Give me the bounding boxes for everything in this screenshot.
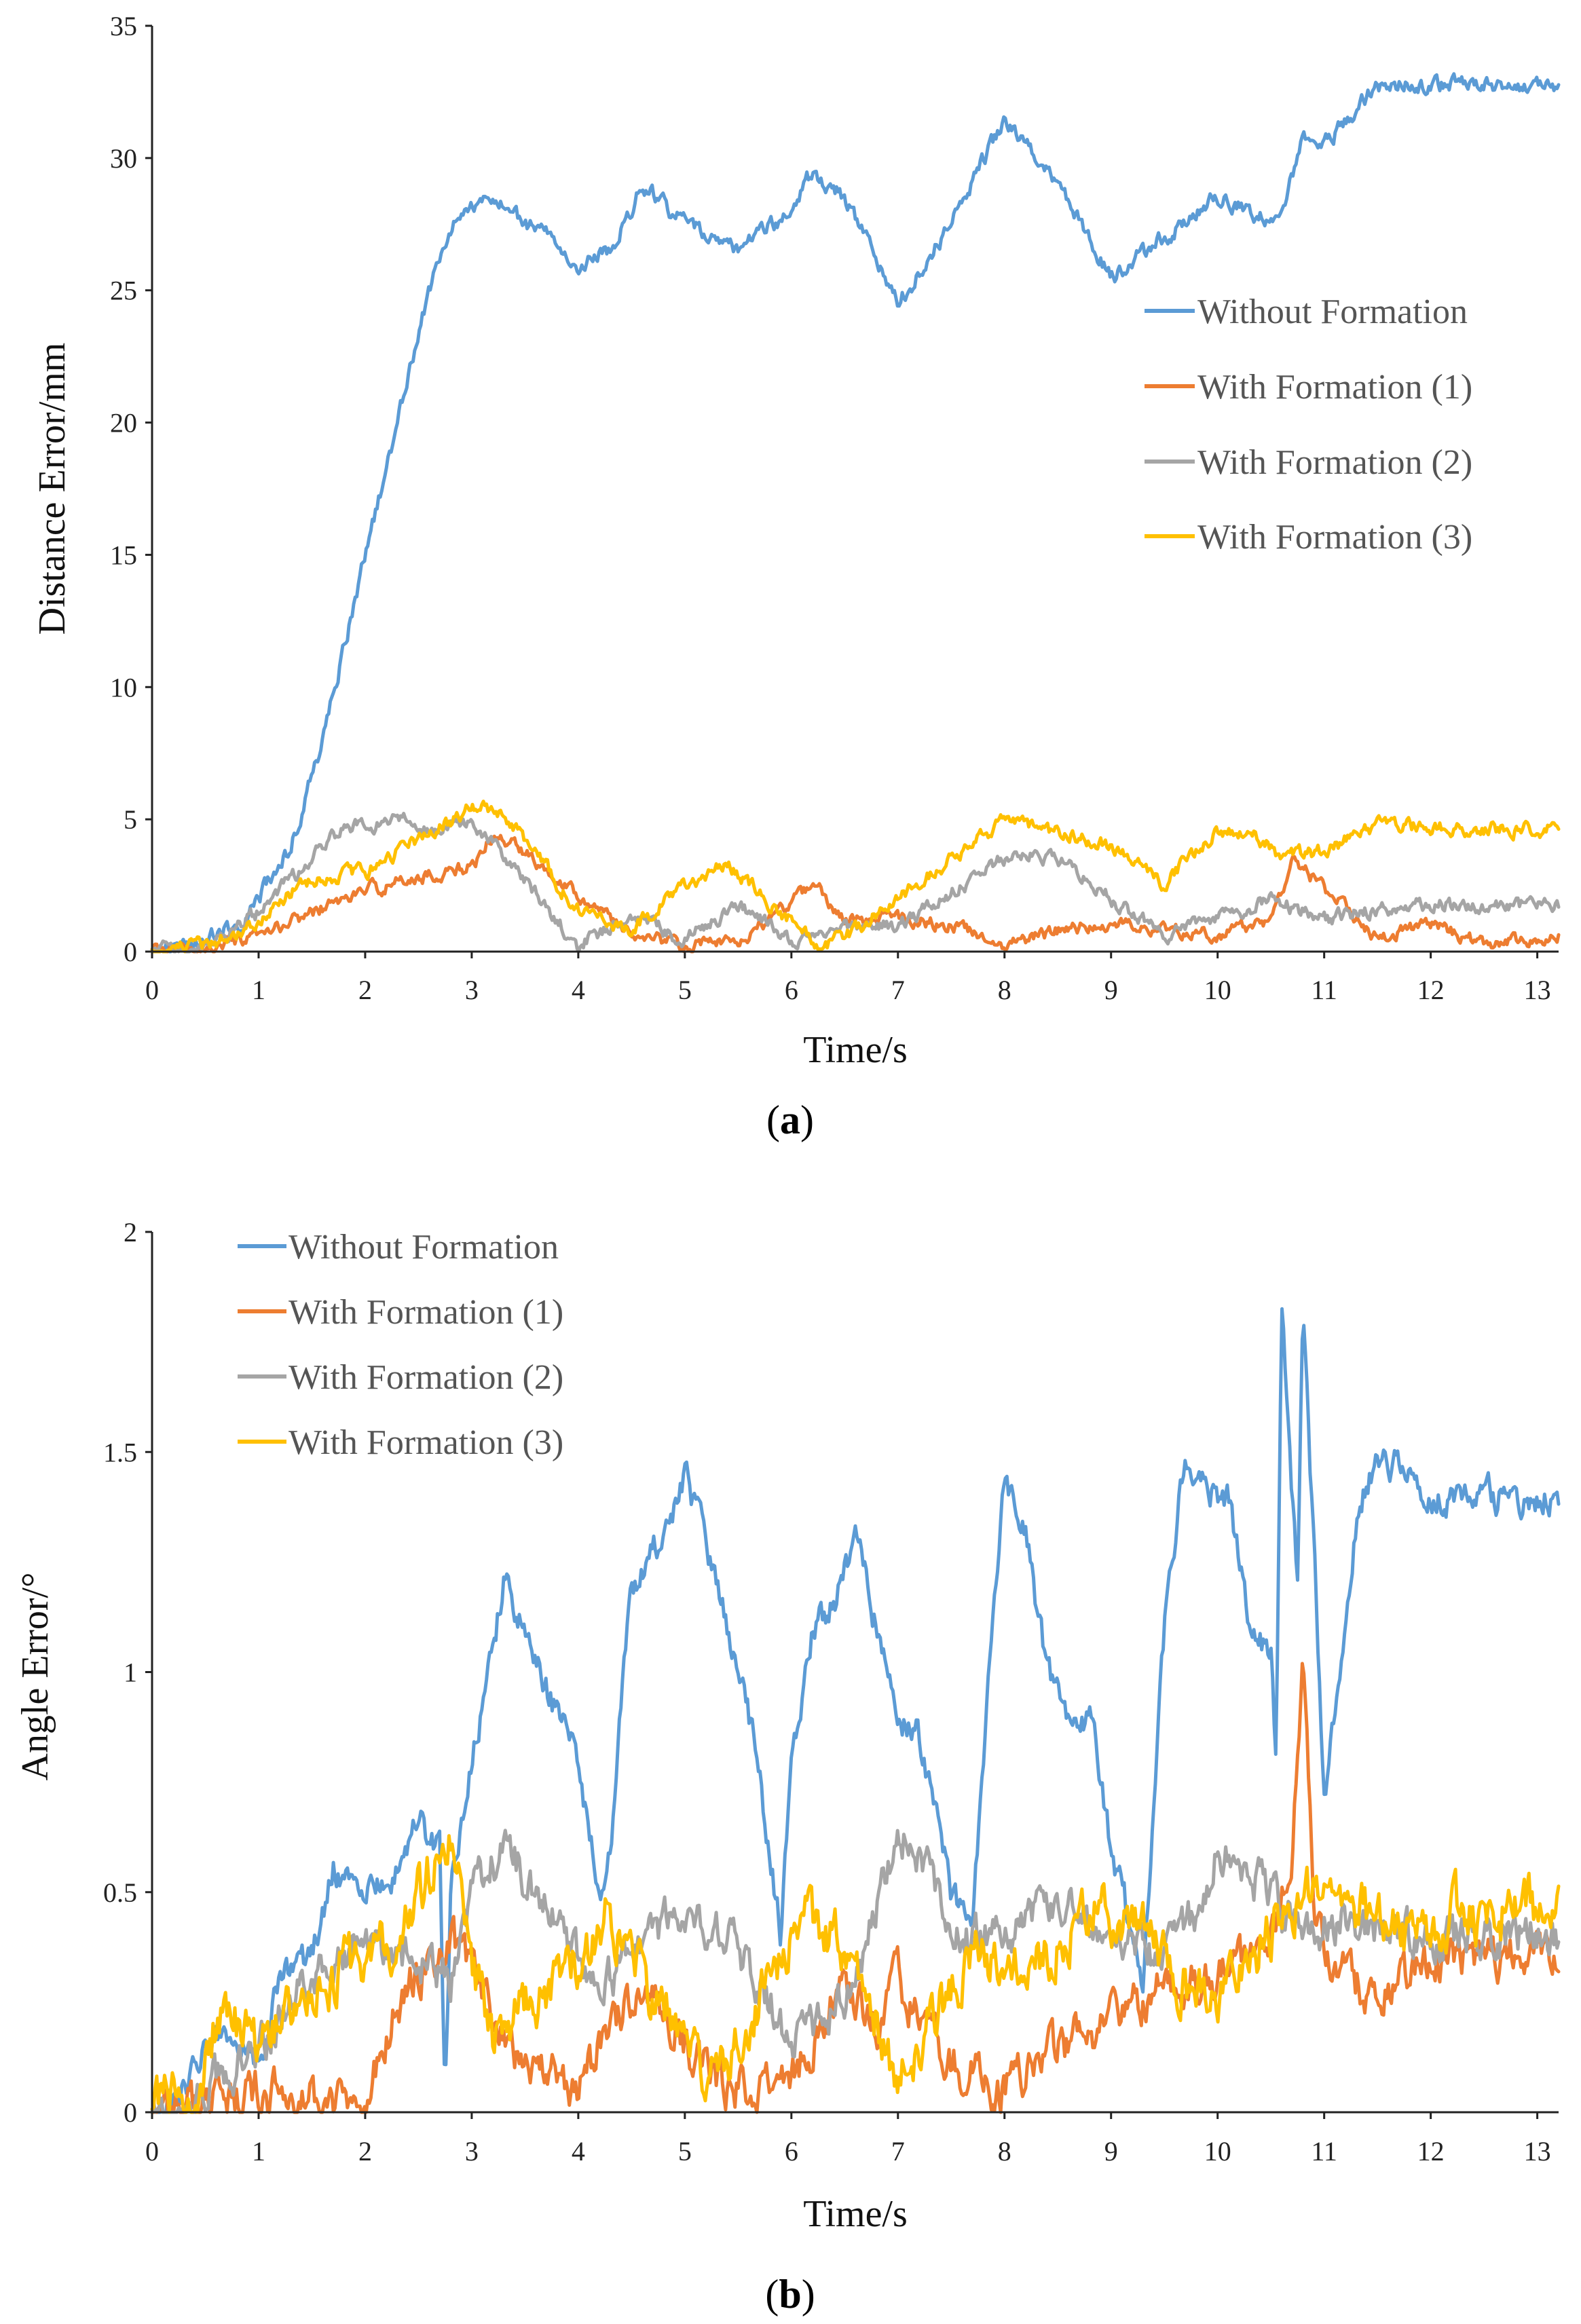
chart-a-x-ticks: 0 1 2 3 4 5 6 7 8 9 10 11 12 13 xyxy=(145,952,1551,1005)
legend-b-label-0: Without Formation xyxy=(289,1228,559,1267)
chart-a-y-tick-label: 35 xyxy=(110,11,137,41)
chart-a-x-axis-label: Time/s xyxy=(803,1029,908,1071)
chart-a-y-tick-label: 25 xyxy=(110,276,137,306)
chart-b-series-line-2 xyxy=(150,1829,1561,2114)
legend-a-label-3: With Formation (3) xyxy=(1197,518,1472,557)
chart-b-y-tick-label: 0 xyxy=(124,2097,137,2128)
chart-a-y-tick-label: 15 xyxy=(110,540,137,570)
chart-b-series-line-1 xyxy=(150,1662,1561,2114)
chart-a-x-tick-label: 4 xyxy=(572,975,585,1005)
legend-a-label-0: Without Formation xyxy=(1197,293,1468,331)
chart-a-x-tick-label: 3 xyxy=(465,975,479,1005)
chart-a-x-tick-label: 6 xyxy=(785,975,798,1005)
chart-b-x-tick-label: 7 xyxy=(891,2136,905,2167)
chart-angle-error: 00.511.52 0 1 2 3 4 5 6 7 8 9 10 11 12 13 Angle Error… xyxy=(14,1217,1561,2235)
chart-a-x-tick-label: 2 xyxy=(358,975,372,1005)
legend-a-label-2: With Formation (2) xyxy=(1197,443,1472,482)
chart-a-y-tick-label: 5 xyxy=(124,804,137,835)
chart-b-x-tick-label: 0 xyxy=(145,2136,159,2167)
chart-b-x-tick-label: 8 xyxy=(998,2136,1011,2167)
chart-b-series-line-0 xyxy=(150,1307,1561,2114)
chart-a-x-tick-label: 1 xyxy=(252,975,265,1005)
chart-a-x-tick-label: 10 xyxy=(1204,975,1231,1005)
chart-b-series-group xyxy=(150,1307,1561,2114)
chart-a-y-ticks: 0 5 10 15 20 25 30 35 xyxy=(110,11,152,967)
legend-a-label-1: With Formation (1) xyxy=(1197,368,1472,407)
chart-a-legend: Without Formation With Formation (1) Wit… xyxy=(1145,293,1472,557)
chart-a-y-tick-label: 20 xyxy=(110,408,137,438)
chart-b-legend: Without Formation With Formation (1) Wit… xyxy=(238,1228,563,1462)
chart-b-x-tick-label: 3 xyxy=(465,2136,479,2167)
chart-b-y-tick-label: 2 xyxy=(124,1217,137,1248)
panel-label-b: (b) xyxy=(765,2272,815,2317)
chart-a-y-tick-label: 30 xyxy=(110,143,137,174)
chart-b-y-ticks: 0 0.5 1 1.5 2 xyxy=(103,1217,152,2128)
chart-b-y-tick-label: 0.5 xyxy=(103,1877,137,1908)
chart-b-x-tick-label: 12 xyxy=(1417,2136,1445,2167)
chart-b-x-tick-label: 1 xyxy=(252,2136,265,2167)
chart-a-x-tick-label: 12 xyxy=(1417,975,1445,1005)
chart-a-series-line-0 xyxy=(150,72,1561,954)
chart-a-x-tick-label: 9 xyxy=(1104,975,1118,1005)
chart-a-y-tick-label: 10 xyxy=(110,672,137,702)
chart-a-series-group xyxy=(150,72,1561,954)
chart-a-series-line-1 xyxy=(150,833,1561,954)
chart-b-x-tick-label: 4 xyxy=(572,2136,585,2167)
panel-label-a: (a) xyxy=(766,1098,814,1142)
chart-a-x-tick-label: 11 xyxy=(1311,975,1337,1005)
chart-b-y-axis-label: Angle Error/° xyxy=(14,1573,56,1781)
legend-b-label-1: With Formation (1) xyxy=(289,1293,563,1332)
chart-a-x-tick-label: 7 xyxy=(891,975,905,1005)
chart-b-x-tick-label: 5 xyxy=(678,2136,692,2167)
legend-b-label-3: With Formation (3) xyxy=(289,1423,563,1462)
chart-b-x-tick-label: 6 xyxy=(785,2136,798,2167)
chart-b-x-tick-label: 9 xyxy=(1104,2136,1118,2167)
chart-b-y-tick-label: 1.5 xyxy=(103,1437,137,1467)
chart-a-x-tick-label: 0 xyxy=(145,975,159,1005)
chart-b-x-axis-label: Time/s xyxy=(803,2193,908,2235)
chart-a-x-tick-label: 8 xyxy=(998,975,1011,1005)
chart-b-x-tick-label: 2 xyxy=(358,2136,372,2167)
legend-b-label-2: With Formation (2) xyxy=(289,1358,563,1397)
chart-a-y-axis-label: Distance Error/mm xyxy=(31,343,73,635)
chart-b-y-tick-label: 1 xyxy=(124,1657,137,1688)
chart-b-x-tick-label: 13 xyxy=(1524,2136,1551,2167)
chart-b-series-line-3 xyxy=(150,1834,1561,2114)
chart-b-x-tick-label: 11 xyxy=(1311,2136,1337,2167)
chart-b-x-tick-label: 10 xyxy=(1204,2136,1231,2167)
chart-b-x-ticks: 0 1 2 3 4 5 6 7 8 9 10 11 12 13 xyxy=(145,2112,1551,2167)
chart-a-x-tick-label: 5 xyxy=(678,975,692,1005)
chart-a-y-tick-label: 0 xyxy=(124,937,137,967)
chart-a-x-tick-label: 13 xyxy=(1524,975,1551,1005)
chart-a-series-line-3 xyxy=(150,800,1561,954)
